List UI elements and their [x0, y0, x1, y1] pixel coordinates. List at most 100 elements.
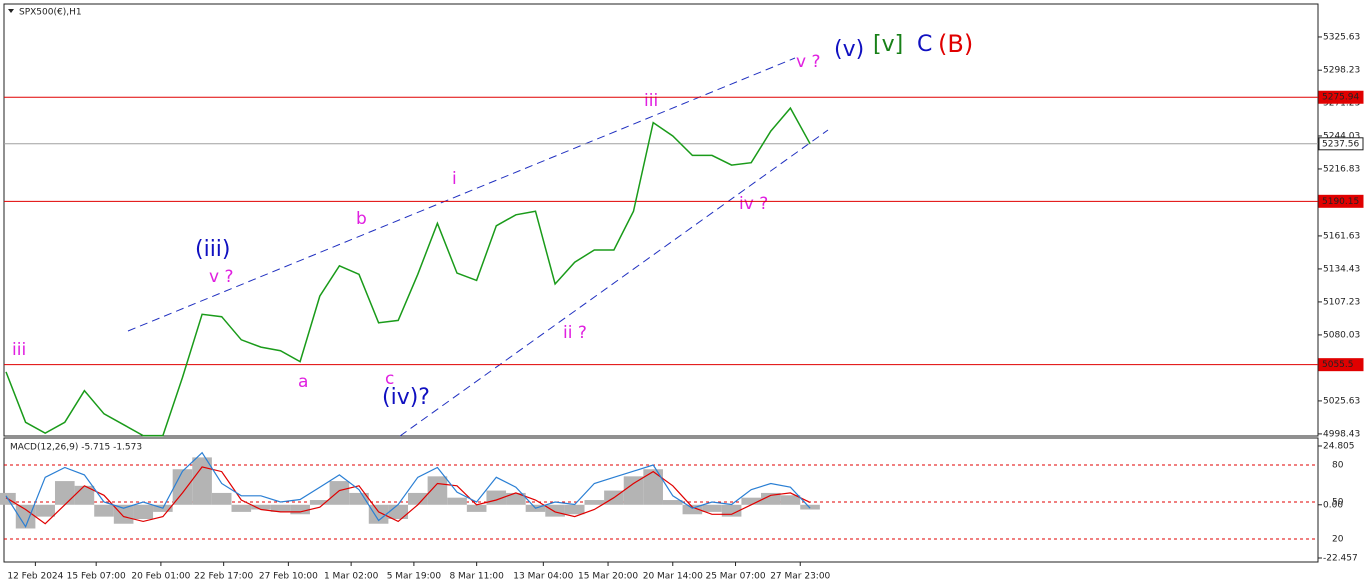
annotation: (v) [834, 37, 864, 62]
histogram-bar [408, 492, 428, 505]
y2-tick-label: 80 [1332, 460, 1344, 470]
macd-title: MACD(12,26,9) -5.715 -1.573 [10, 443, 142, 453]
indicator-line [5, 466, 811, 525]
y-tick-label: 5216.83 [1323, 164, 1360, 174]
histogram-bar [388, 504, 409, 520]
histogram-bar [349, 492, 369, 505]
histogram-bar [721, 504, 742, 517]
histogram-bar [427, 476, 448, 505]
histogram-bar [113, 504, 134, 524]
x-tick-label: 12 Feb 2024 [7, 572, 63, 582]
y-tick-label: 4998.43 [1323, 429, 1360, 439]
x-tick-label: 22 Feb 17:00 [194, 572, 253, 582]
x-tick-label: 13 Mar 04:00 [513, 572, 573, 582]
y-tick-label: 5134.43 [1323, 264, 1360, 274]
annotation: (B) [938, 30, 973, 58]
histogram-bar [15, 504, 36, 529]
annotation: iv ? [739, 194, 768, 214]
histogram-bar [192, 457, 212, 505]
y-tick-label: 5325.63 [1323, 32, 1360, 42]
histogram-bar [172, 469, 193, 505]
y-tick-label: 24.805 [1323, 442, 1355, 452]
histogram-bar [211, 492, 232, 505]
x-tick-label: 1 Mar 02:00 [324, 572, 379, 582]
y-tick-label: 5244.03 [1323, 131, 1360, 141]
level-label: 5237.56 [1322, 139, 1359, 149]
histogram-bar [329, 481, 350, 505]
channel-line [127, 57, 796, 332]
y-tick-label: 5298.23 [1323, 66, 1360, 76]
x-tick-label: 25 Mar 07:00 [705, 572, 765, 582]
histogram-bar [466, 504, 487, 512]
histogram-bar [761, 492, 781, 505]
level-label: 5055.5 [1322, 360, 1354, 370]
indicator-line [5, 451, 811, 529]
histogram-bar [54, 481, 75, 505]
x-tick-label: 20 Feb 01:00 [131, 572, 190, 582]
x-tick-label: 27 Feb 10:00 [259, 572, 318, 582]
histogram-bar [643, 469, 663, 505]
y2-tick-label: 50 [1332, 498, 1344, 508]
histogram-bar [741, 497, 762, 505]
x-tick-label: 27 Mar 23:00 [770, 572, 830, 582]
annotation: ii ? [563, 323, 587, 343]
histogram-bar [94, 504, 114, 517]
histogram-bar [231, 504, 252, 512]
y-tick-label: 0.00 [1323, 500, 1343, 510]
price-line [5, 106, 811, 437]
annotation: iii [644, 91, 658, 111]
x-tick-label: 20 Mar 14:00 [643, 572, 703, 582]
histogram-bar [623, 476, 644, 505]
level-label: 5275.94 [1322, 93, 1359, 103]
annotation: (iv)? [382, 385, 430, 410]
y2-tick-label: 20 [1332, 535, 1344, 545]
histogram-bar [662, 500, 683, 505]
price-panel [3, 3, 1319, 437]
annotation: b [356, 209, 367, 229]
histogram-bar [251, 504, 271, 510]
y-tick-label: 5107.23 [1323, 297, 1360, 307]
histogram-bar [702, 504, 722, 512]
histogram-bar [447, 497, 467, 505]
x-tick-label: 8 Mar 11:00 [449, 572, 504, 582]
histogram-bar [506, 492, 526, 505]
histogram-bar [800, 504, 820, 510]
annotation: [v] [873, 32, 903, 57]
chart-title: SPX500(€),H1 [19, 8, 82, 18]
annotation: C [917, 32, 932, 57]
histogram-bar [564, 504, 585, 515]
x-tick-label: 15 Mar 20:00 [578, 572, 638, 582]
y-tick-label: 5080.03 [1323, 330, 1360, 340]
histogram-bar [35, 504, 55, 517]
y-tick-label: -22.457 [1323, 554, 1358, 564]
histogram-bar [780, 495, 801, 505]
x-tick-label: 15 Feb 07:00 [67, 572, 126, 582]
annotation: iii [12, 340, 26, 360]
histogram-bar [545, 504, 565, 517]
histogram-bar [368, 504, 389, 524]
histogram-bar [584, 500, 605, 505]
menu-arrow[interactable] [8, 9, 14, 13]
channel-line [399, 129, 829, 437]
annotation: i [452, 169, 457, 189]
level-label: 5190.15 [1322, 197, 1359, 207]
x-tick-label: 5 Mar 19:00 [387, 572, 442, 582]
annotation: c [385, 369, 394, 389]
annotation: a [298, 372, 308, 392]
annotation: v ? [209, 267, 234, 287]
histogram-bar [290, 504, 310, 515]
annotations: iii (iii) v ? a b c (iv)? i ii ? iii iv … [12, 30, 973, 410]
histogram-bar [309, 500, 330, 505]
level-box [1318, 137, 1364, 151]
y-tick-label: 5161.63 [1323, 231, 1360, 241]
histogram-bar [270, 504, 291, 512]
histogram-bar [133, 504, 154, 520]
level-box [1318, 194, 1364, 208]
histogram-bar [682, 504, 703, 515]
level-box [1318, 358, 1364, 372]
level-box [1318, 90, 1364, 104]
annotation: (iii) [195, 237, 231, 262]
annotation: v ? [796, 52, 821, 72]
